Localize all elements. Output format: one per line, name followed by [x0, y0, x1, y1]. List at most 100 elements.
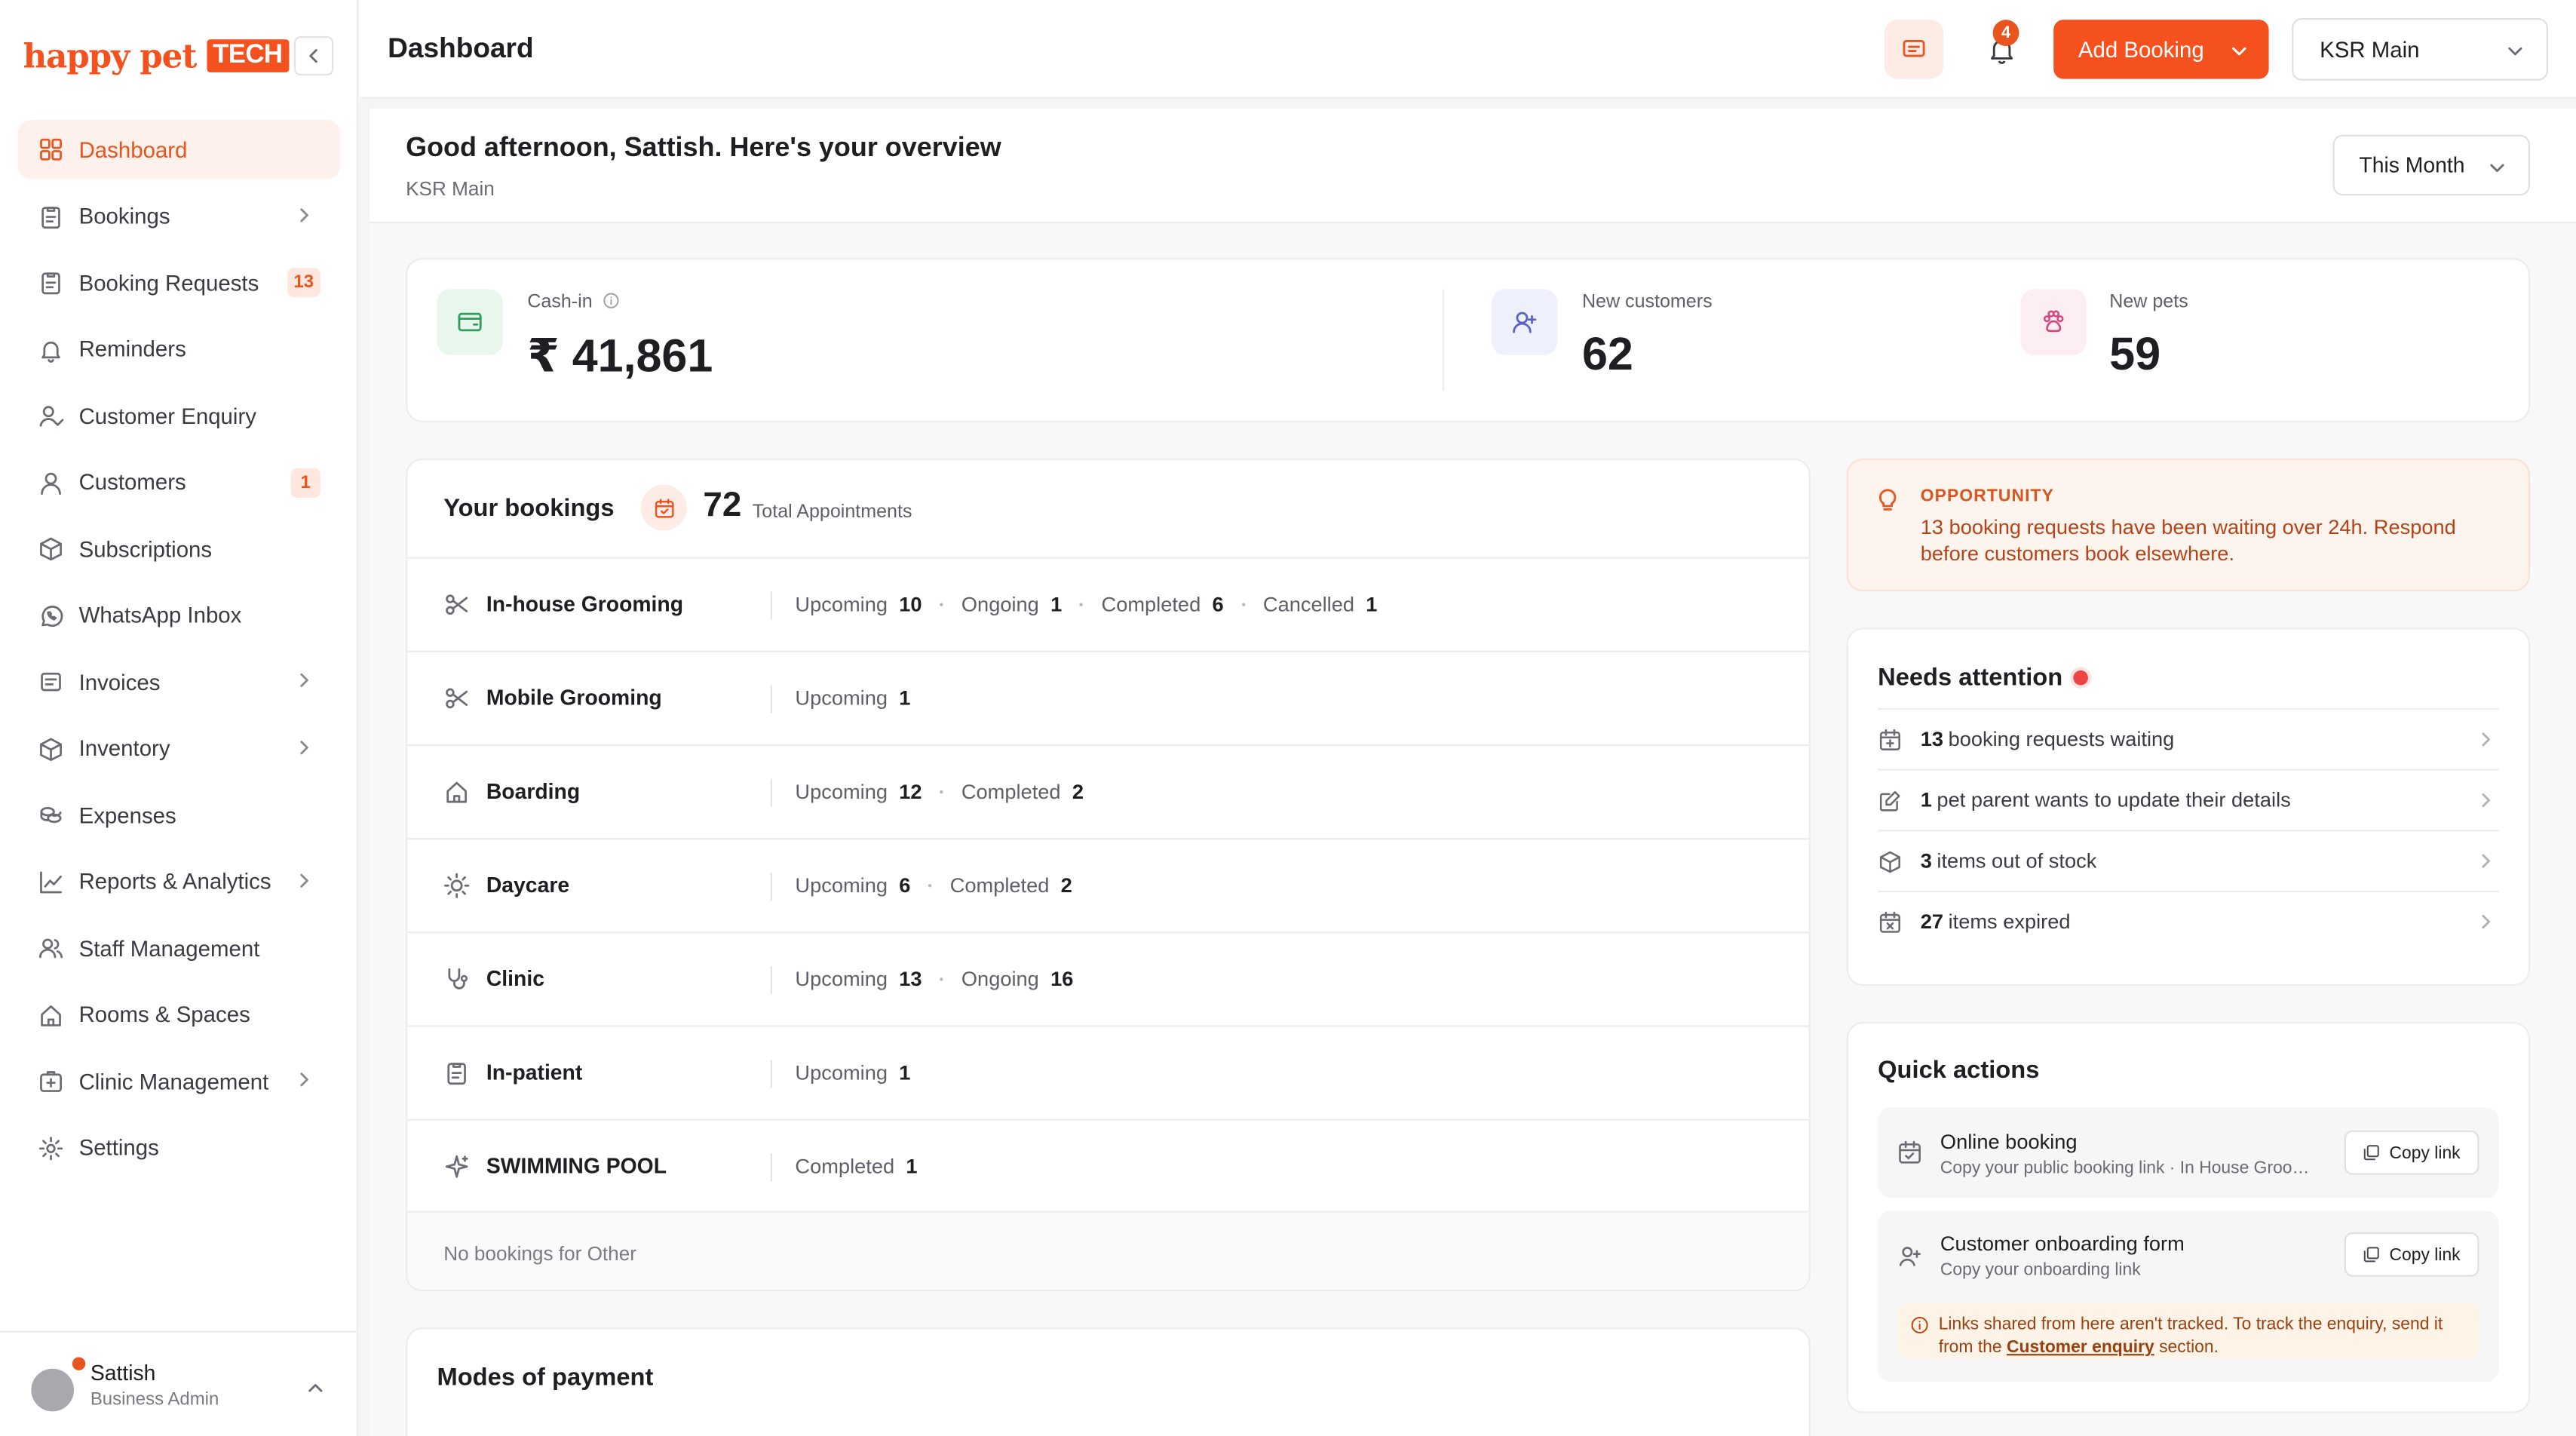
sidebar-item-clinic-management[interactable]: Clinic Management: [18, 1051, 340, 1110]
attention-count: 13: [1920, 728, 1944, 751]
sidebar-item-invoices[interactable]: Invoices: [18, 652, 340, 711]
paw-icon: [2020, 289, 2087, 355]
calendar-plus-icon: [1878, 728, 1903, 753]
online-booking-action: Online booking Copy your public booking …: [1878, 1107, 2499, 1198]
bell-icon: [38, 336, 64, 363]
sidebar-item-label: Bookings: [78, 204, 170, 229]
stat-upcoming[interactable]: Upcoming 13: [795, 968, 922, 991]
attention-count: 3: [1920, 849, 1932, 873]
service-name: Mobile Grooming: [486, 685, 662, 710]
stat-upcoming[interactable]: Upcoming 10: [795, 593, 922, 615]
booking-stats: Upcoming 13 Ongoing 16: [795, 968, 1073, 991]
chevron-right-icon: [2476, 790, 2495, 810]
online-booking-title: Online booking: [1940, 1130, 2078, 1154]
sidebar-item-reminders[interactable]: Reminders: [18, 320, 340, 379]
booking-row-boarding[interactable]: Boarding Upcoming 12 Completed 2: [407, 744, 1809, 838]
online-booking-subtitle: Copy your public booking link · In House…: [1940, 1158, 2322, 1179]
brand-tag: TECH: [206, 39, 290, 72]
stat-completed[interactable]: Completed 2: [950, 874, 1072, 898]
booking-stats: Upcoming 1: [795, 687, 910, 710]
main-content: Good afternoon, Sattish. Here's your ove…: [370, 108, 2576, 1436]
info-icon: [603, 293, 619, 308]
sidebar-item-rooms-and-spaces[interactable]: Rooms & Spaces: [18, 985, 340, 1044]
bookings-footer: No bookings for Other: [407, 1210, 1809, 1290]
stat-completed[interactable]: Completed 1: [795, 1155, 917, 1178]
add-booking-button[interactable]: Add Booking: [2053, 20, 2269, 79]
sidebar-item-label: Rooms & Spaces: [78, 1002, 250, 1027]
booking-row-in-patient[interactable]: In-patient Upcoming 1: [407, 1025, 1809, 1118]
box-icon: [1878, 849, 1903, 874]
booking-row-swimming-pool[interactable]: SWIMMING POOL Completed 1: [407, 1118, 1809, 1213]
stat-upcoming[interactable]: Upcoming 1: [795, 687, 910, 710]
sidebar-item-label: Customers: [78, 470, 186, 495]
sidebar-item-whatsapp-inbox[interactable]: WhatsApp Inbox: [18, 586, 340, 645]
attention-description: booking requests waiting: [1948, 728, 2175, 751]
sidebar-item-subscriptions[interactable]: Subscriptions: [18, 519, 340, 578]
divider: [770, 685, 772, 713]
user-menu[interactable]: Sattish Business Admin: [0, 1330, 358, 1436]
collapse-sidebar-button[interactable]: [293, 35, 334, 76]
stat-cancelled[interactable]: Cancelled 1: [1263, 593, 1378, 615]
greeting-heading: Good afternoon, Sattish. Here's your ove…: [406, 133, 1001, 163]
clipboard-icon: [443, 1060, 470, 1086]
sidebar-item-customer-enquiry[interactable]: Customer Enquiry: [18, 386, 340, 445]
stat-ongoing[interactable]: Ongoing 1: [961, 593, 1062, 615]
stat-upcoming[interactable]: Upcoming 1: [795, 1061, 910, 1085]
brand-logo[interactable]: happy pet TECH: [23, 35, 290, 76]
sidebar-item-bookings[interactable]: Bookings: [18, 186, 340, 245]
attention-item[interactable]: 1 pet parent wants to update their detail…: [1878, 769, 2499, 830]
copy-booking-link-button[interactable]: Copy link: [2344, 1130, 2479, 1175]
attention-item[interactable]: 3 items out of stock: [1878, 830, 2499, 891]
stat-label: Ongoing: [961, 593, 1039, 616]
messages-button[interactable]: [1884, 20, 1944, 79]
stat-upcoming[interactable]: Upcoming 12: [795, 781, 922, 804]
user-icon: [38, 469, 64, 496]
separator-dot: [940, 790, 943, 794]
page-title: Dashboard: [388, 32, 534, 64]
attention-item[interactable]: 27 items expired: [1878, 890, 2499, 952]
sidebar-item-label: Customer Enquiry: [78, 403, 256, 428]
stat-value: 1: [1050, 593, 1063, 616]
sidebar-item-reports-and-analytics[interactable]: Reports & Analytics: [18, 852, 340, 911]
stat-ongoing[interactable]: Ongoing 16: [961, 968, 1074, 991]
divider: [770, 778, 772, 807]
stat-completed[interactable]: Completed 2: [961, 781, 1084, 804]
chevron-down-icon: [2508, 47, 2522, 56]
count-badge: 1: [290, 467, 320, 498]
sidebar-item-settings[interactable]: Settings: [18, 1118, 340, 1177]
stat-upcoming[interactable]: Upcoming 6: [795, 874, 910, 898]
sidebar-item-booking-requests[interactable]: Booking Requests 13: [18, 253, 340, 311]
user-plus-icon: [1899, 1247, 1921, 1266]
sidebar-item-staff-management[interactable]: Staff Management: [18, 919, 340, 977]
sidebar: happy pet TECH Dashboard Bookings Booking …: [0, 0, 358, 1436]
copy-onboarding-link-button[interactable]: Copy link: [2344, 1232, 2479, 1277]
stat-completed[interactable]: Completed 6: [1102, 593, 1224, 615]
period-select-value: This Month: [2359, 152, 2465, 178]
sidebar-item-customers[interactable]: Customers 1: [18, 453, 340, 511]
total-appointments-value: 72: [703, 486, 742, 524]
sidebar-item-expenses[interactable]: Expenses: [18, 785, 340, 844]
booking-row-in-house-grooming[interactable]: In-house Grooming Upcoming 10 Ongoing 1 Compl…: [407, 557, 1809, 651]
chevron-up-icon: [308, 1384, 323, 1392]
period-select[interactable]: This Month: [2332, 134, 2530, 196]
brand-name: happy pet: [23, 35, 197, 76]
cashin-label: Cash-in: [527, 293, 619, 312]
booking-row-clinic[interactable]: Clinic Upcoming 13 Ongoing 16: [407, 931, 1809, 1025]
stat-value: 12: [899, 780, 922, 804]
divider: [770, 872, 772, 901]
customer-enquiry-link[interactable]: Customer enquiry: [2006, 1337, 2154, 1358]
attention-item[interactable]: 13 booking requests waiting: [1878, 707, 2499, 769]
opportunity-title: OPPORTUNITY: [1920, 486, 2054, 506]
booking-row-daycare[interactable]: Daycare Upcoming 6 Completed 2: [407, 838, 1809, 931]
home-icon: [38, 1002, 64, 1028]
opportunity-banner: OPPORTUNITY 13 booking requests have bee…: [1846, 458, 2530, 592]
sidebar-item-label: WhatsApp Inbox: [78, 603, 242, 628]
sidebar-item-dashboard[interactable]: Dashboard: [17, 120, 340, 180]
sidebar-item-inventory[interactable]: Inventory: [18, 719, 340, 778]
stat-value: 1: [899, 686, 911, 710]
branch-select[interactable]: KSR Main: [2292, 17, 2548, 81]
attention-text: 13 booking requests waiting: [1921, 728, 2175, 751]
booking-row-mobile-grooming[interactable]: Mobile Grooming Upcoming 1: [407, 650, 1809, 744]
chevron-right-icon: [2476, 912, 2495, 931]
service-name: Boarding: [486, 778, 581, 804]
